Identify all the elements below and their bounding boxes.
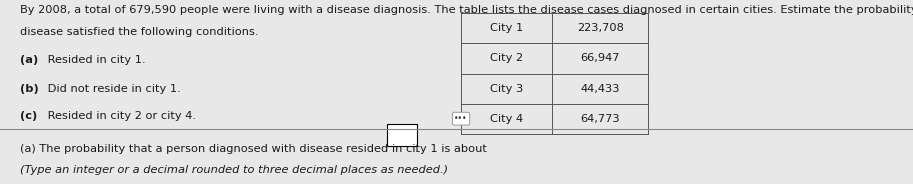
- Text: Did not reside in city 1.: Did not reside in city 1.: [44, 84, 181, 94]
- Text: (b): (b): [20, 84, 39, 94]
- Text: City 3: City 3: [490, 84, 523, 94]
- Text: .: .: [415, 144, 418, 153]
- Text: (c): (c): [20, 111, 37, 121]
- Text: 44,433: 44,433: [581, 84, 620, 94]
- Text: Resided in city 1.: Resided in city 1.: [44, 55, 145, 65]
- Text: Resided in city 2 or city 4.: Resided in city 2 or city 4.: [44, 111, 195, 121]
- Text: •••: •••: [455, 114, 467, 123]
- Text: (a): (a): [20, 55, 38, 65]
- Text: City 4: City 4: [490, 114, 523, 124]
- Text: City 2: City 2: [490, 53, 523, 63]
- Text: 223,708: 223,708: [577, 23, 624, 33]
- Text: (a) The probability that a person diagnosed with disease resided in city 1 is ab: (a) The probability that a person diagno…: [20, 144, 490, 153]
- FancyBboxPatch shape: [387, 124, 416, 146]
- Text: 66,947: 66,947: [581, 53, 620, 63]
- Text: By 2008, a total of 679,590 people were living with a disease diagnosis. The tab: By 2008, a total of 679,590 people were …: [20, 5, 913, 15]
- Text: (Type an integer or a decimal rounded to three decimal places as needed.): (Type an integer or a decimal rounded to…: [20, 165, 448, 175]
- Text: disease satisfied the following conditions.: disease satisfied the following conditio…: [20, 27, 258, 37]
- Text: City 1: City 1: [490, 23, 523, 33]
- Text: 64,773: 64,773: [581, 114, 620, 124]
